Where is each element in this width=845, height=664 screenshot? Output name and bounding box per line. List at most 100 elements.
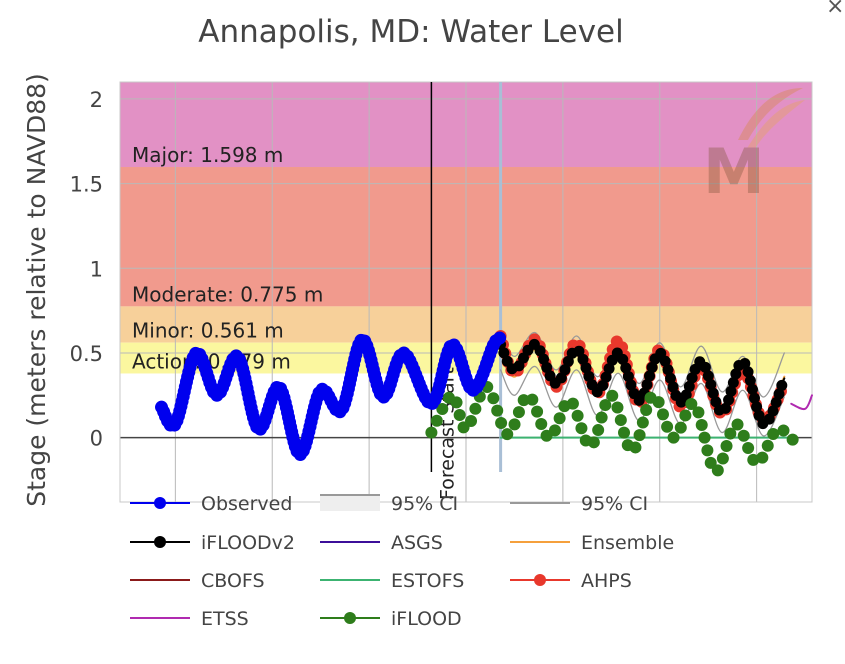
iflood2-point (625, 379, 637, 391)
legend-item-observed[interactable]: Observed (130, 493, 292, 515)
legend-item-ahps[interactable]: AHPS (510, 570, 632, 592)
legend-item-cbofs[interactable]: CBOFS (130, 570, 265, 592)
iflood-point (742, 441, 755, 454)
iflood-point (701, 444, 714, 457)
iflood2-point (664, 372, 676, 384)
iflood2-point (577, 353, 589, 365)
iflood-point (595, 411, 608, 424)
iflood-point (679, 409, 692, 422)
legend-label: iFLOODv2 (201, 532, 295, 554)
iflood-point (786, 433, 799, 446)
iflood-point (747, 453, 760, 466)
iflood-point (633, 429, 646, 442)
legend-item-ci-band[interactable]: 95% CI (320, 493, 458, 515)
iflood2-point (603, 363, 615, 375)
iflood2-point (534, 345, 546, 357)
observed-point (493, 331, 507, 345)
threshold-label-minor: Minor: 0.561 m (132, 319, 284, 343)
iflood-point (517, 394, 530, 407)
legend-label: ETSS (201, 608, 249, 630)
iflood2-point (597, 380, 609, 392)
iflood-point (685, 397, 698, 410)
y-axis-label: Stage (meters relative to NAVD88) (22, 73, 51, 507)
legend-item-ci[interactable]: 95% CI (510, 493, 648, 515)
iflood2-point (686, 372, 698, 384)
iflood-point (531, 405, 544, 418)
iflood2-point (767, 405, 779, 417)
iflood2-point (739, 358, 751, 370)
iflood2-point (646, 361, 658, 373)
watermark-logo: M (703, 88, 805, 208)
iflood-point (453, 409, 466, 422)
logo-swoosh (746, 100, 805, 150)
y-tick-label: 0.5 (70, 342, 103, 366)
legend-label: ESTOFS (391, 570, 464, 592)
iflood-point (512, 406, 525, 419)
threshold-label-major: Major: 1.598 m (132, 143, 283, 167)
iflood-point (553, 412, 566, 425)
iflood-point (695, 418, 708, 431)
legend-item-ensemble[interactable]: Ensemble (510, 532, 674, 554)
iflood-point (761, 439, 774, 452)
iflood-point (501, 428, 514, 441)
iflood2-point (617, 353, 629, 365)
iflood2-point (725, 385, 737, 397)
y-tick-label: 0 (90, 427, 103, 451)
iflood2-point (583, 370, 595, 382)
iflood-point (469, 402, 482, 415)
iflood2-point (600, 371, 612, 383)
iflood2-point (719, 402, 731, 414)
iflood2-point (541, 362, 553, 374)
iflood-point (777, 424, 790, 437)
iflood-point (465, 415, 478, 428)
legend-item-estofs[interactable]: ESTOFS (320, 570, 464, 592)
iflood-point (716, 452, 729, 465)
iflood2-point (702, 370, 714, 382)
y-tick-label: 1.5 (70, 173, 103, 197)
legend-label: 95% CI (391, 493, 458, 515)
etss-line (790, 394, 813, 411)
iflood-point (661, 420, 674, 433)
iflood2-point (667, 381, 679, 393)
legend-label: iFLOOD (391, 608, 462, 630)
iflood-point (724, 427, 737, 440)
legend-item-iflood[interactable]: iFLOOD (320, 608, 462, 630)
iflood-point (571, 409, 584, 422)
iflood2-point (498, 347, 510, 359)
legend-label: Ensemble (581, 532, 674, 554)
iflood-point (704, 456, 717, 469)
iflood-point (636, 416, 649, 429)
legend-item-iflood2[interactable]: iFLOODv2 (130, 532, 295, 554)
iflood-point (535, 417, 548, 430)
iflood-point (767, 428, 780, 441)
iflood2-point (742, 366, 754, 378)
iflood-point (508, 418, 521, 431)
iflood-point (711, 464, 724, 477)
plot-area[interactable]: 0 0.5 1 1.5 2 Major: 1.598 m Moderate: 0.775 m… (70, 81, 813, 503)
iflood-point (611, 401, 624, 414)
legend-marker (344, 612, 356, 624)
iflood-point (495, 417, 508, 430)
iflood2-point (580, 362, 592, 374)
iflood-point (756, 451, 769, 464)
iflood-point (667, 431, 680, 444)
legend-marker (534, 574, 546, 586)
legend-marker (154, 497, 166, 509)
iflood-point (566, 397, 579, 410)
legend-item-asgs[interactable]: ASGS (320, 532, 443, 554)
iflood2-point (707, 387, 719, 399)
legend-label: 95% CI (581, 493, 648, 515)
close-icon[interactable]: × (826, 0, 845, 19)
iflood2-point (748, 392, 760, 404)
iflood2-point (727, 377, 739, 389)
iflood2-point (538, 353, 550, 365)
iflood-point (674, 421, 687, 434)
legend-item-etss[interactable]: ETSS (130, 608, 249, 630)
legend: Observed 95% CI 95% CI iFLOODv2 ASGS Ensemble… (130, 493, 674, 630)
iflood-point (698, 431, 711, 444)
chart-title: Annapolis, MD: Water Level (198, 14, 623, 50)
iflood2-point (723, 394, 735, 406)
logo-swoosh (738, 88, 803, 140)
iflood2-point (555, 372, 567, 384)
